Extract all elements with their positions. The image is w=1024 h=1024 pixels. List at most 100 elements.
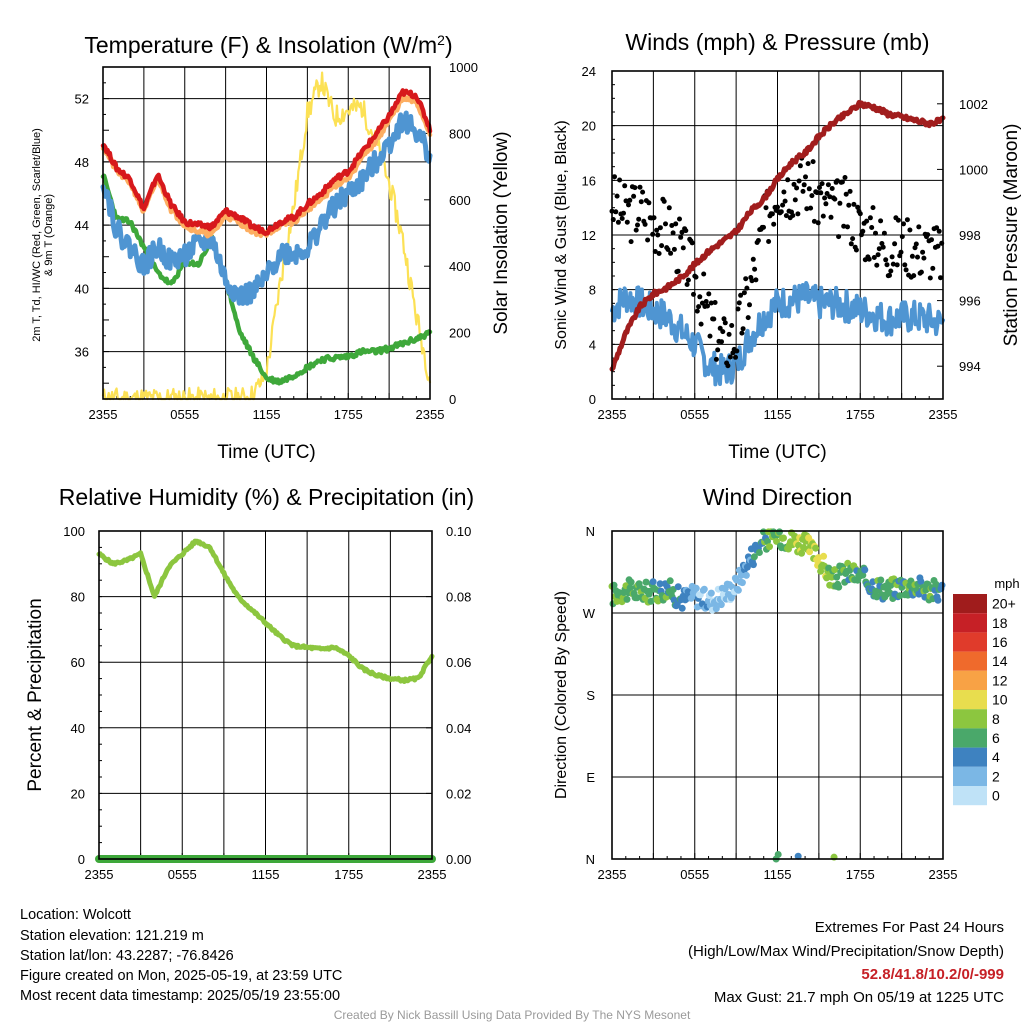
direction-dot [887, 581, 895, 589]
direction-dot [734, 586, 742, 594]
y2-tick-label: 1000 [449, 60, 478, 75]
x-tick-label: 0555 [170, 407, 199, 422]
gust-dot [763, 205, 769, 211]
direction-dot [798, 549, 806, 557]
direction-dot [692, 584, 700, 592]
y2-tick-label: 0.02 [446, 786, 471, 801]
chart-title: Temperature (F) & Insolation (W/m2) [84, 32, 452, 58]
gust-dot [738, 292, 744, 298]
gust-dot [747, 302, 752, 308]
sonic-wind-line [610, 281, 945, 387]
y2-tick-label: 0.04 [446, 721, 471, 736]
gust-dot [871, 255, 877, 260]
direction-dot [773, 537, 780, 545]
direction-dot [749, 561, 757, 569]
gust-dot [851, 201, 857, 207]
gust-dot [938, 275, 943, 281]
direction-dot [780, 534, 787, 542]
x-axis-label: Time (UTC) [728, 442, 827, 463]
y-tick-label: 24 [582, 64, 596, 79]
gust-dot [711, 316, 717, 322]
gust-dot [853, 247, 859, 253]
x-tick-label: 1755 [846, 867, 875, 882]
gust-dot [646, 200, 652, 206]
gust-dot [814, 190, 820, 196]
gust-dot [810, 159, 816, 165]
gust-dot [878, 218, 884, 224]
legend-swatch [953, 747, 987, 767]
gust-dot [771, 221, 777, 227]
gust-dot [697, 294, 703, 300]
gust-dot [806, 186, 812, 192]
gust-dot [719, 339, 724, 345]
direction-dot [712, 605, 720, 613]
direction-dot [812, 544, 820, 552]
gust-dot [666, 205, 672, 211]
direction-dot [678, 604, 686, 612]
gust-dot [843, 191, 849, 197]
gust-dot [930, 265, 936, 271]
gust-dot [659, 243, 665, 249]
gust-dot [790, 213, 796, 218]
gust-dot [902, 262, 908, 268]
gust-dot [769, 211, 775, 217]
y-tick-label: 0 [78, 852, 85, 867]
elevation-text: Station elevation: 121.219 m [20, 928, 204, 944]
gust-dot [698, 321, 704, 327]
gust-dot [907, 227, 913, 233]
title-superscript: 2 [437, 32, 445, 48]
gust-dot [921, 255, 927, 261]
gust-dot [834, 178, 840, 184]
gust-dot [696, 304, 702, 310]
direction-dot [794, 852, 802, 860]
gust-dot [780, 202, 786, 208]
y2-tick-label: 400 [449, 259, 471, 274]
chart-title: Winds (mph) & Pressure (mb) [625, 29, 929, 55]
gust-dot [850, 236, 856, 242]
y2-tick-label: 0 [449, 392, 456, 407]
y-tick-label: 12 [582, 228, 596, 243]
gust-dot [713, 356, 719, 362]
gust-dot [791, 181, 797, 187]
y-axis-label: 2m T, Td, HI/WC (Red, Green, Scarlet/Blu… [31, 128, 55, 342]
gust-dot [848, 241, 854, 247]
gust-dot [691, 291, 696, 297]
gust-dot [753, 277, 759, 283]
legend-label: 0 [992, 788, 1000, 804]
direction-dot [623, 595, 631, 603]
gust-dot [857, 211, 863, 217]
gust-dot [792, 197, 798, 203]
legend-swatch [953, 766, 987, 786]
x-tick-label: 1755 [334, 407, 363, 422]
gust-dot [628, 239, 634, 245]
gust-dot [652, 249, 658, 254]
y-axis-label-line2: & 9m T (Orange) [43, 194, 55, 276]
gust-dot [867, 215, 873, 221]
gust-dot [707, 333, 713, 339]
x-tick-label: 2355 [598, 407, 627, 422]
gust-dot [841, 223, 847, 229]
gust-dot [935, 243, 941, 249]
gust-dot [860, 228, 866, 234]
location-text: Location: Wolcott [20, 907, 131, 923]
direction-dot [828, 573, 836, 581]
gust-dot [739, 330, 745, 336]
x-tick-label: 1755 [334, 867, 363, 882]
y2-tick-label: 1000 [959, 162, 988, 177]
y-tick-label: 80 [71, 590, 85, 605]
gust-dot [883, 257, 889, 263]
extremes-title: Extremes For Past 24 Hours [814, 919, 1004, 936]
plot-border [611, 70, 944, 400]
y-tick-label: 40 [75, 281, 89, 296]
direction-dot [649, 578, 657, 586]
y-tick-label: 4 [589, 337, 596, 352]
gust-dot [745, 315, 751, 321]
y2-tick-label: 800 [449, 126, 471, 141]
gust-dot [766, 239, 772, 244]
gust-dot [617, 177, 623, 183]
plot-border [611, 530, 944, 860]
gust-dot [670, 230, 676, 236]
y-axis-label-line1: 2m T, Td, HI/WC (Red, Green, Scarlet/Blu… [31, 128, 43, 342]
direction-dot [917, 578, 925, 585]
y-tick-label: 48 [75, 155, 89, 170]
